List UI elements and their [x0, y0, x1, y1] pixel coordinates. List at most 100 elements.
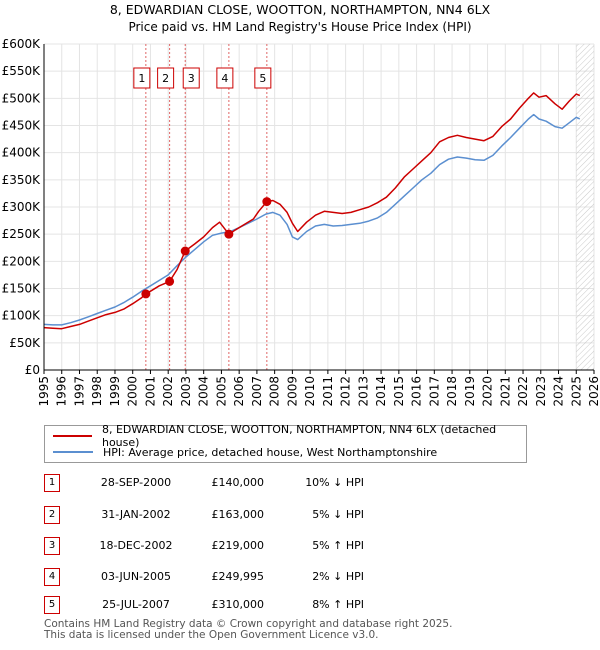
legend-item-property: 8, EDWARDIAN CLOSE, WOOTTON, NORTHAMPTON… — [53, 423, 526, 449]
footer-attribution: Contains HM Land Registry data © Crown c… — [44, 619, 452, 641]
transaction-hpi-delta: 8% ↑ HPI — [312, 598, 364, 611]
x-tick-label: 2008 — [268, 376, 282, 407]
y-tick-label: £350K — [2, 173, 42, 187]
transaction-price: £163,000 — [211, 508, 265, 521]
x-tick-label: 2011 — [321, 376, 335, 407]
x-tick-label: 2006 — [232, 376, 246, 407]
sale-label-frame — [182, 67, 200, 89]
sale-points — [141, 197, 272, 299]
axes: £0 £50K £100K £150K £200K £250K £300K £350K £400… — [2, 37, 600, 407]
transaction-price: £219,000 — [211, 539, 265, 552]
sale-label-box: 3 — [182, 67, 200, 89]
x-tick-label: 2000 — [126, 376, 140, 407]
sale-labels: 1 2 3 4 5 — [133, 67, 272, 89]
x-tick-label: 2012 — [339, 376, 353, 407]
transaction-row: 4 03-JUN-2005 £249,995 2% ↓ HPI — [44, 568, 444, 586]
sale-label-number: 5 — [259, 72, 266, 85]
transaction-price: £310,000 — [211, 598, 265, 611]
sale-label-box: 1 — [133, 67, 151, 89]
footer-license: This data is licensed under the Open Gov… — [44, 629, 379, 641]
sale-point — [141, 289, 151, 299]
legend-swatch-property — [53, 435, 92, 437]
series-lines — [43, 92, 581, 330]
y-tick-label: £400K — [2, 146, 42, 160]
y-tick-label: £100K — [2, 309, 42, 323]
y-tick-label: £550K — [2, 64, 42, 78]
x-tick-label: 2003 — [179, 376, 193, 407]
x-tick-label: 2020 — [481, 376, 495, 407]
x-tick-label: 2026 — [587, 376, 600, 407]
transaction-row: 5 25-JUL-2007 £310,000 8% ↑ HPI — [44, 596, 444, 614]
x-tick-label: 2025 — [569, 376, 583, 407]
transaction-date: 31-JAN-2002 — [101, 508, 171, 521]
x-tick-label: 2019 — [463, 376, 477, 407]
x-tick-label: 1999 — [108, 376, 122, 407]
sale-label-frame — [254, 67, 272, 89]
hpi-line — [43, 113, 581, 326]
x-tick-label: 2007 — [250, 376, 264, 407]
sale-point — [262, 197, 272, 207]
x-tick-label: 2005 — [214, 376, 228, 407]
x-tick-label: 2016 — [410, 376, 424, 407]
y-tick-label: £0 — [25, 363, 40, 377]
x-tick-label: 2021 — [498, 376, 512, 407]
sale-label-frame — [216, 67, 234, 89]
x-tick-label: 1998 — [90, 376, 104, 407]
transaction-number: 5 — [44, 596, 60, 614]
transaction-date: 03-JUN-2005 — [100, 570, 172, 583]
x-tick-label: 2023 — [534, 376, 548, 407]
y-tick-label: £150K — [2, 282, 42, 296]
x-tick-label: 2017 — [427, 376, 441, 407]
sale-label-number: 4 — [221, 72, 228, 85]
x-tick-label: 2024 — [552, 376, 566, 407]
x-tick-label: 1995 — [37, 376, 51, 407]
transaction-price: £249,995 — [211, 570, 265, 583]
legend-swatch-hpi — [53, 451, 93, 453]
x-tick-label: 2022 — [516, 376, 530, 407]
sale-point — [224, 229, 234, 239]
sale-label-number: 2 — [162, 72, 169, 85]
y-tick-label: £50K — [9, 336, 41, 350]
x-tick-label: 2010 — [303, 376, 317, 407]
chart-title: 8, EDWARDIAN CLOSE, WOOTTON, NORTHAMPTON… — [110, 2, 491, 17]
sale-label-frame — [133, 67, 151, 89]
transaction-row: 1 28-SEP-2000 £140,000 10% ↓ HPI — [44, 474, 444, 492]
x-tick-label: 2002 — [161, 376, 175, 407]
y-tick-label: £250K — [2, 227, 42, 241]
y-tick-label: £500K — [2, 91, 42, 105]
transaction-row: 3 18-DEC-2002 £219,000 5% ↑ HPI — [44, 537, 444, 555]
transaction-number: 4 — [44, 568, 60, 586]
sale-label-box: 5 — [254, 67, 272, 89]
transaction-row: 2 31-JAN-2002 £163,000 5% ↓ HPI — [44, 506, 444, 524]
transaction-price: £140,000 — [211, 476, 265, 489]
transaction-date: 25-JUL-2007 — [102, 598, 170, 611]
legend-item-hpi: HPI: Average price, detached house, West… — [53, 444, 437, 460]
forecast-region — [576, 44, 594, 370]
x-tick-label: 2014 — [374, 376, 388, 407]
legend-label-property: 8, EDWARDIAN CLOSE, WOOTTON, NORTHAMPTON… — [101, 423, 497, 449]
x-tick-label: 2001 — [144, 376, 158, 407]
sale-point — [165, 276, 175, 286]
legend-label-hpi: HPI: Average price, detached house, West… — [103, 445, 438, 459]
transaction-hpi-delta: 2% ↓ HPI — [312, 570, 364, 583]
chart-subtitle: Price paid vs. HM Land Registry's House … — [128, 20, 471, 34]
y-tick-label: £200K — [2, 254, 42, 268]
x-tick-label: 1997 — [73, 376, 87, 407]
property-price-line — [43, 92, 581, 330]
transaction-number: 3 — [44, 537, 60, 555]
legend: 8, EDWARDIAN CLOSE, WOOTTON, NORTHAMPTON… — [44, 423, 527, 463]
x-tick-label: 2013 — [356, 376, 370, 407]
y-tick-label: £300K — [2, 200, 42, 214]
sale-label-number: 1 — [138, 72, 145, 85]
x-tick-label: 2004 — [197, 376, 211, 407]
x-tick-label: 1996 — [55, 376, 69, 407]
x-tick-label: 2018 — [445, 376, 459, 407]
price-chart: 8, EDWARDIAN CLOSE, WOOTTON, NORTHAMPTON… — [2, 2, 600, 407]
forecast-hatch — [576, 44, 594, 370]
sale-label-box: 4 — [216, 67, 234, 89]
sale-label-box: 2 — [157, 67, 175, 89]
transaction-hpi-delta: 5% ↑ HPI — [312, 539, 364, 552]
sale-point — [180, 246, 190, 256]
y-tick-label: £600K — [2, 37, 42, 51]
transaction-hpi-delta: 5% ↓ HPI — [312, 508, 364, 521]
